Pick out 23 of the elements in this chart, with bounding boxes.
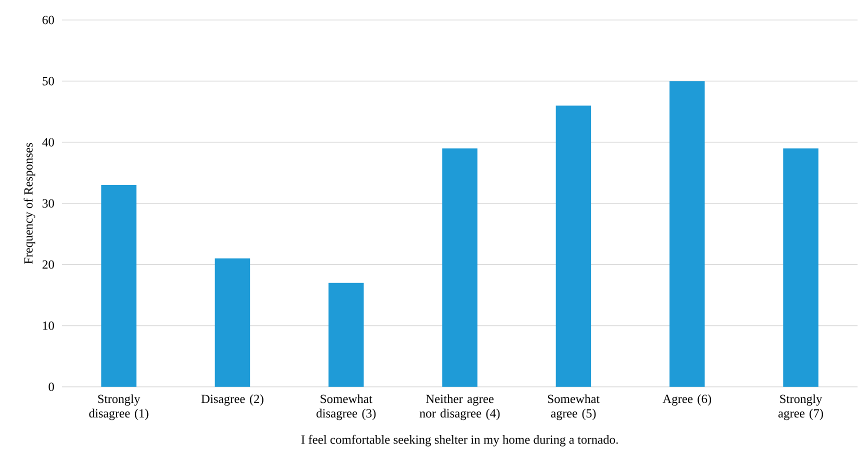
bar bbox=[328, 282, 364, 387]
bar bbox=[783, 148, 818, 387]
x-tick-label: Strongly disagree (1) bbox=[89, 394, 148, 420]
bar bbox=[669, 81, 705, 387]
bar bbox=[442, 148, 478, 387]
x-tick-label: Agree (6) bbox=[662, 394, 712, 406]
bar bbox=[214, 258, 250, 387]
y-tick-label: 40 bbox=[42, 138, 54, 147]
x-tick-label: Neither agree nor disagree (4) bbox=[420, 394, 500, 420]
y-tick-label: 0 bbox=[48, 382, 54, 392]
y-tick-label: 10 bbox=[43, 322, 54, 330]
y-tick-label: 50 bbox=[42, 77, 54, 86]
bar bbox=[101, 185, 136, 387]
x-tick-label: Strongly agree (7) bbox=[778, 394, 824, 420]
y-tick-label: 60 bbox=[42, 16, 54, 24]
y-axis-title: Frequency of Responses bbox=[24, 143, 36, 264]
y-tick-label: 20 bbox=[42, 260, 54, 269]
bar bbox=[556, 106, 592, 387]
x-tick-label: Somewhat agree (5) bbox=[548, 394, 600, 420]
x-tick-label: Somewhat disagree (3) bbox=[316, 394, 376, 420]
x-tick-label: Disagree (2) bbox=[201, 394, 264, 406]
x-axis-title: I feel comfortable seeking shelter in my home during a tornado. bbox=[301, 435, 618, 446]
y-tick-label: 30 bbox=[42, 199, 54, 208]
